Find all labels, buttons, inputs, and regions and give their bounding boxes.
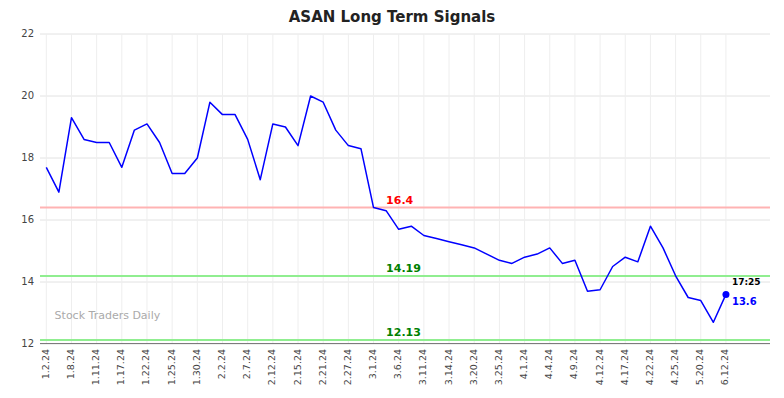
- y-tick-label: 20: [21, 90, 34, 101]
- x-grid-line: [700, 34, 701, 344]
- y-grid-line: [40, 344, 770, 345]
- y-tick-label: 18: [21, 152, 34, 163]
- x-tick-label: 4.25.24: [669, 349, 680, 385]
- x-grid-line: [146, 34, 147, 344]
- x-tick-label: 3.14.24: [443, 349, 454, 385]
- x-grid-line: [96, 34, 97, 344]
- chart: ASAN Long Term Signals 12 14 16 18 20 22 1.2.24…: [0, 0, 784, 398]
- y-grid-line: [40, 282, 770, 283]
- y-grid-line: [40, 96, 770, 97]
- x-tick-label: 2.2.24: [216, 349, 227, 379]
- x-tick-label: 3.11.24: [417, 349, 428, 385]
- x-tick-label: 3.25.24: [493, 349, 504, 385]
- grid: [40, 34, 770, 344]
- x-tick-label: 2.21.24: [317, 349, 328, 385]
- x-tick-label: 2.27.24: [342, 349, 353, 385]
- x-grid-line: [675, 34, 676, 344]
- x-grid-line: [574, 34, 575, 344]
- y-tick-label: 16: [21, 214, 34, 225]
- last-price-label: 13.6: [732, 296, 757, 307]
- reference-label: 12.13: [386, 326, 421, 339]
- x-axis-line: [40, 343, 770, 344]
- title: ASAN Long Term Signals: [289, 8, 496, 26]
- x-grid-line: [449, 34, 450, 344]
- x-grid-line: [323, 34, 324, 344]
- x-tick-label: 2.15.24: [292, 349, 303, 385]
- y-grid-line: [40, 158, 770, 159]
- x-tick-label: 1.30.24: [191, 349, 202, 385]
- x-grid-line: [474, 34, 475, 344]
- reference-line: [40, 207, 770, 209]
- x-grid-line: [398, 34, 399, 344]
- y-grid-line: [40, 220, 770, 221]
- reference-label: 14.19: [386, 262, 421, 275]
- x-grid-line: [625, 34, 626, 344]
- x-grid-line: [172, 34, 173, 344]
- x-tick-label: 4.22.24: [644, 349, 655, 385]
- x-grid-line: [499, 34, 500, 344]
- last-time-label: 17:25: [732, 277, 761, 287]
- x-grid-line: [600, 34, 601, 344]
- x-grid-line: [650, 34, 651, 344]
- y-tick-label: 12: [21, 338, 34, 349]
- x-grid-line: [524, 34, 525, 344]
- x-tick-label: 2.12.24: [266, 349, 277, 385]
- x-tick-label: 4.12.24: [594, 349, 605, 385]
- y-tick-label: 22: [21, 28, 34, 39]
- x-grid-line: [222, 34, 223, 344]
- x-tick-label: 4.4.24: [543, 349, 554, 379]
- y-grid-line: [40, 34, 770, 35]
- x-grid-line: [71, 34, 72, 344]
- x-tick-label: 1.22.24: [140, 349, 151, 385]
- x-tick-label: 2.7.24: [241, 349, 252, 379]
- last-price-dot: [722, 291, 729, 298]
- x-grid-line: [348, 34, 349, 344]
- y-tick-label: 14: [21, 276, 34, 287]
- x-tick-label: 3.6.24: [392, 349, 403, 379]
- x-grid-line: [197, 34, 198, 344]
- x-grid-line: [247, 34, 248, 344]
- x-tick-label: 1.2.24: [40, 349, 51, 379]
- x-grid-line: [272, 34, 273, 344]
- reference-line: [40, 339, 770, 341]
- x-tick-label: 4.1.24: [518, 349, 529, 379]
- x-grid-line: [298, 34, 299, 344]
- x-grid-line: [423, 34, 424, 344]
- x-grid-line: [549, 34, 550, 344]
- plot-area: [40, 96, 770, 344]
- reference-line: [40, 275, 770, 277]
- x-tick-label: 3.1.24: [367, 349, 378, 379]
- reference-label: 16.4: [386, 194, 413, 207]
- x-tick-label: 6.12.24: [719, 349, 730, 385]
- x-grid-line: [46, 34, 47, 344]
- x-tick-label: 1.25.24: [166, 349, 177, 385]
- x-tick-label: 1.8.24: [65, 349, 76, 379]
- x-tick-label: 1.17.24: [115, 349, 126, 385]
- watermark: Stock Traders Daily: [55, 309, 161, 322]
- x-grid-line: [373, 34, 374, 344]
- x-tick-label: 5.20.24: [694, 349, 705, 385]
- x-tick-label: 3.20.24: [468, 349, 479, 385]
- x-tick-label: 1.11.24: [90, 349, 101, 385]
- x-tick-label: 4.9.24: [568, 349, 579, 379]
- price-line: [46, 96, 726, 322]
- x-grid-line: [121, 34, 122, 344]
- x-tick-label: 4.17.24: [619, 349, 630, 385]
